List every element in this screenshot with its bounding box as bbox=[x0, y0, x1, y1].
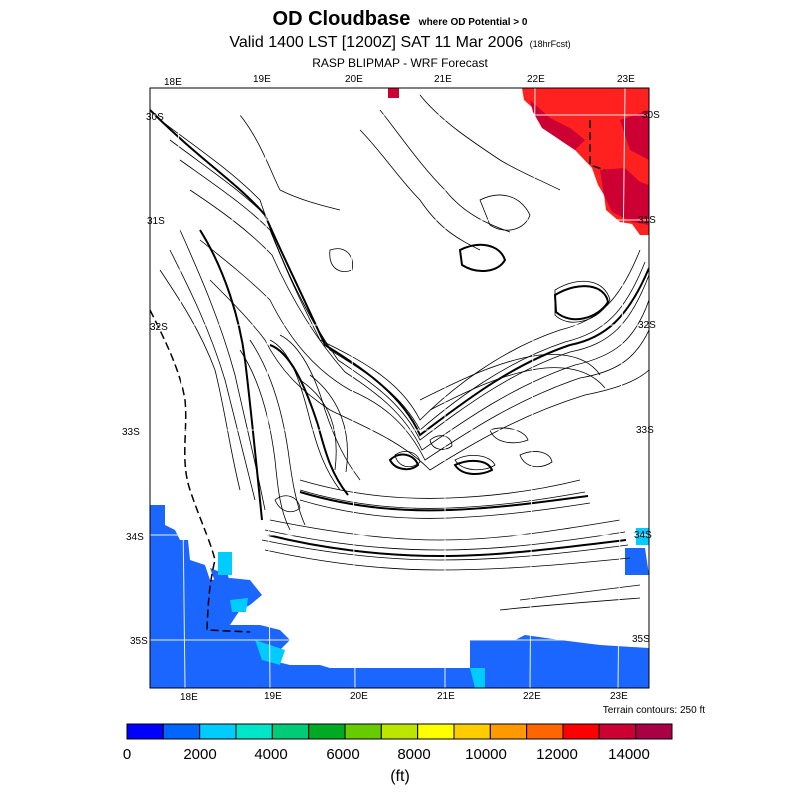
terrain-contours bbox=[159, 94, 649, 611]
low-cloudbase-patch-east bbox=[625, 548, 649, 575]
colorbar-tick-label: 2000 bbox=[183, 746, 217, 763]
map-title: OD Cloudbase where OD Potential > 0 bbox=[0, 8, 800, 31]
colorbar-swatch bbox=[380, 723, 419, 740]
colorbar-swatch bbox=[162, 723, 201, 740]
coastline bbox=[150, 120, 606, 633]
colorbar-swatch bbox=[344, 723, 382, 740]
top-lon-label: 18E bbox=[164, 77, 182, 88]
terrain-note: Terrain contours: 250 ft bbox=[602, 705, 705, 716]
top-lon-label: 19E bbox=[253, 74, 271, 85]
title-qualifier: where OD Potential > 0 bbox=[418, 17, 528, 28]
bottom-lon-label: 21E bbox=[437, 691, 455, 702]
title-main: OD Cloudbase bbox=[272, 8, 411, 30]
very-high-cloudbase-patch-2 bbox=[530, 100, 585, 150]
right-lat-label: 32S bbox=[638, 320, 656, 331]
colorbar-tick-label: 12000 bbox=[536, 746, 578, 763]
top-lon-label: 20E bbox=[345, 74, 363, 85]
lighter-cyan-patch-2 bbox=[230, 598, 248, 612]
bottom-lon-label: 22E bbox=[523, 691, 541, 702]
colorbar-swatch bbox=[526, 723, 564, 740]
colorbar-swatch bbox=[308, 723, 346, 740]
colorbar-swatch bbox=[271, 723, 310, 740]
right-lat-label: 34S bbox=[634, 530, 652, 541]
colorbar-swatch bbox=[489, 723, 528, 740]
left-lat-label: 33S bbox=[122, 427, 140, 438]
bottom-lon-label: 23E bbox=[610, 691, 628, 702]
bottom-lon-label: 18E bbox=[180, 692, 198, 703]
colorbar-tick-label: 10000 bbox=[465, 746, 507, 763]
colorbar-swatch bbox=[199, 723, 237, 740]
colorbar-swatch bbox=[126, 723, 164, 740]
left-lat-label: 35S bbox=[130, 636, 148, 647]
graticule bbox=[150, 88, 649, 688]
cloudbase-fill bbox=[150, 88, 649, 688]
very-high-cloudbase-patch bbox=[600, 168, 649, 225]
colorbar-tick-label: 0 bbox=[122, 746, 132, 763]
right-lat-label: 30S bbox=[642, 110, 660, 121]
low-cloudbase-patch-south bbox=[210, 568, 232, 592]
low-cloudbase-region-west bbox=[150, 505, 649, 688]
top-lon-label: 21E bbox=[434, 74, 452, 85]
colorbar bbox=[126, 723, 673, 740]
valid-text: Valid 1400 LST [1200Z] SAT 11 Mar 2006 bbox=[229, 34, 524, 51]
colorbar-tick-label: 14000 bbox=[608, 746, 650, 763]
top-lon-label: 22E bbox=[527, 74, 545, 85]
colorbar-swatch bbox=[417, 723, 455, 740]
very-high-cloudbase-patch-3 bbox=[620, 110, 649, 160]
left-lat-labels: 30S 31S 32S 33S 34S 35S bbox=[122, 112, 168, 647]
colorbar-swatch bbox=[562, 723, 600, 740]
major-contours bbox=[150, 109, 649, 558]
red-cell bbox=[388, 88, 399, 98]
left-lat-label: 32S bbox=[150, 322, 168, 333]
map-subtitle: RASP BLIPMAP - WRF Forecast bbox=[312, 56, 488, 70]
right-lat-label: 35S bbox=[632, 634, 650, 645]
colorbar-tick-label: 6000 bbox=[326, 746, 360, 763]
top-lon-labels: 18E 19E 20E 21E 22E 23E bbox=[164, 74, 635, 88]
bottom-lon-label: 20E bbox=[350, 691, 368, 702]
right-lat-label: 31S bbox=[638, 215, 656, 226]
left-lat-label: 31S bbox=[147, 216, 165, 227]
colorbar-unit: (ft) bbox=[390, 768, 410, 785]
forecast-tag: (18hrFcst) bbox=[529, 39, 571, 49]
valid-time: Valid 1400 LST [1200Z] SAT 11 Mar 2006 (… bbox=[0, 34, 800, 52]
lighter-cyan-patch-4 bbox=[470, 668, 485, 688]
lighter-cyan-patch bbox=[218, 552, 232, 575]
left-lat-label: 34S bbox=[126, 532, 144, 543]
bottom-lon-label: 19E bbox=[264, 691, 282, 702]
top-lon-label: 23E bbox=[617, 74, 635, 85]
colorbar-tick-label: 4000 bbox=[254, 746, 288, 763]
right-lat-label: 33S bbox=[636, 425, 654, 436]
colorbar-labels: 0 2000 4000 6000 8000 10000 12000 14000 bbox=[0, 746, 800, 766]
colorbar-tick-label: 8000 bbox=[397, 746, 431, 763]
colorbar-swatch bbox=[598, 723, 637, 740]
colorbar-swatch bbox=[635, 723, 673, 740]
lighter-cyan-patch-5 bbox=[636, 528, 649, 545]
right-lat-labels: 30S 31S 32S 33S 34S 35S bbox=[632, 110, 660, 645]
left-lat-label: 30S bbox=[146, 112, 164, 123]
colorbar-swatch bbox=[453, 723, 491, 740]
colorbar-swatch bbox=[235, 723, 273, 740]
map-frame bbox=[149, 87, 650, 689]
bottom-lon-labels: 18E 19E 20E 21E 22E 23E bbox=[180, 691, 628, 703]
